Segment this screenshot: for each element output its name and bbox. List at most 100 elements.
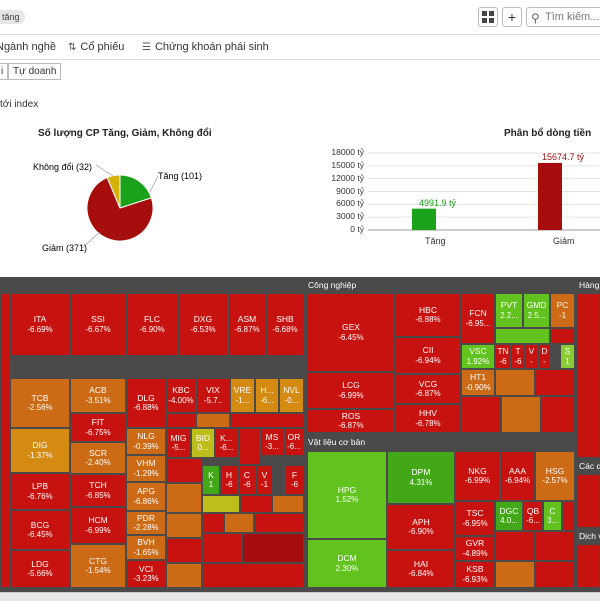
stock-tile[interactable]: DPM 4.31%	[387, 451, 455, 504]
tab-stocks[interactable]: ⇅ Cổ phiếu	[68, 41, 124, 53]
stock-tile[interactable]: PVT 2.2...	[495, 293, 523, 328]
stock-tile[interactable]: V -1	[256, 465, 273, 495]
stock-tile-small[interactable]	[242, 533, 304, 563]
stock-tile[interactable]: DGC 4.0...	[495, 501, 523, 531]
stock-tile[interactable]: LDG -5.66%	[10, 550, 70, 588]
stock-tile[interactable]: TSC -6.95%	[455, 501, 495, 536]
stock-tile[interactable]: C 3...	[543, 501, 562, 531]
stock-tile[interactable]: HSG -2.57%	[535, 451, 575, 501]
stock-tile[interactable]: NLG -0.39%	[126, 428, 166, 455]
stock-tile[interactable]: NVL -0...	[279, 378, 304, 413]
subtab-partial[interactable]: i	[0, 63, 8, 80]
stock-tile[interactable]: ACB -3.51%	[70, 378, 126, 413]
stock-tile[interactable]: APG -6.86%	[126, 482, 166, 511]
stock-tile-small[interactable]	[0, 293, 10, 588]
pie-slice-up[interactable]	[119, 174, 153, 209]
stock-tile-small[interactable]	[272, 495, 304, 513]
stock-tile[interactable]: MIG -5...	[166, 428, 191, 458]
stock-tile-small[interactable]	[202, 513, 224, 533]
stock-tile-small[interactable]	[495, 328, 550, 344]
stock-tile[interactable]: SHB -6.68%	[266, 293, 304, 356]
stock-tile[interactable]: ITA -6.69%	[10, 293, 70, 356]
stock-tile[interactable]: ASM -6.87%	[228, 293, 266, 356]
stock-tile-small[interactable]	[202, 563, 304, 588]
stock-tile-small[interactable]	[166, 563, 202, 588]
stock-tile[interactable]: FIT -6.75%	[70, 413, 126, 442]
stock-tile[interactable]: BVH -1.65%	[126, 535, 166, 560]
stock-tile[interactable]: HPG 1.52%	[307, 451, 387, 539]
stock-tile-small[interactable]	[562, 501, 575, 531]
stock-tile[interactable]: VCI -3.23%	[126, 560, 166, 588]
stock-tile[interactable]: BID 0...	[191, 428, 215, 458]
subtab-proprietary[interactable]: Tự doanh	[8, 63, 62, 80]
stock-tile-small[interactable]	[550, 328, 575, 344]
stock-tile[interactable]: DCM 2.30%	[307, 539, 387, 588]
stock-tile-small[interactable]	[166, 413, 196, 428]
stock-tile[interactable]: HHV -6.78%	[395, 404, 461, 433]
stock-tile-small[interactable]	[576, 474, 600, 528]
stock-tile[interactable]: H -6	[220, 465, 238, 495]
stock-tile[interactable]: DXG -6.53%	[178, 293, 228, 356]
stock-tile[interactable]: K... -6...	[215, 428, 238, 458]
stock-tile-small[interactable]	[501, 396, 541, 433]
stock-tile[interactable]: H... -6...	[255, 378, 279, 413]
pie-slice-down[interactable]	[86, 176, 154, 242]
stock-tile-small[interactable]	[166, 538, 202, 563]
stock-tile[interactable]: VHM -1.29%	[126, 455, 166, 482]
bar-down[interactable]	[538, 162, 562, 230]
stock-tile-small[interactable]	[202, 533, 242, 563]
bottom-scrollbar[interactable]	[0, 592, 600, 601]
stock-tile[interactable]: PDR -2.28%	[126, 511, 166, 535]
stock-tile-small[interactable]	[541, 396, 575, 433]
stock-tile-small[interactable]	[495, 531, 535, 561]
stock-tile[interactable]: VRE -1...	[230, 378, 255, 413]
stock-tile[interactable]: CTG -1.54%	[70, 544, 126, 588]
stock-tile-small[interactable]	[535, 369, 575, 396]
stock-tile-small[interactable]	[166, 483, 202, 513]
pie-slice-flat[interactable]	[106, 174, 121, 209]
stock-tile[interactable]: CII -6.94%	[395, 337, 461, 374]
bar-up[interactable]	[412, 208, 436, 230]
stock-tile-small[interactable]	[576, 293, 600, 458]
stock-tile-small[interactable]	[535, 531, 575, 561]
stock-tile[interactable]: KBC -4.00%	[166, 378, 196, 413]
stock-tile[interactable]: BCG -6.45%	[10, 510, 70, 550]
tab-derivatives[interactable]: ☰ Chứng khoán phái sinh	[142, 41, 269, 53]
stock-tile[interactable]: VCG -6.87%	[395, 374, 461, 404]
stock-tile-small[interactable]	[495, 369, 535, 396]
stock-tile[interactable]: APH -6.90%	[387, 504, 455, 550]
stock-tile-small[interactable]	[254, 513, 304, 533]
stock-tile-small[interactable]	[230, 413, 304, 428]
stock-tile[interactable]: T -6	[511, 344, 525, 369]
stock-tile[interactable]: FLC -6.90%	[126, 293, 178, 356]
stock-tile[interactable]: KSB -6.93%	[455, 561, 495, 588]
stock-tile-small[interactable]	[495, 561, 535, 588]
stock-tile[interactable]: HAI -6.84%	[387, 550, 455, 588]
stock-tile[interactable]: D-	[538, 344, 551, 369]
stock-tile-small[interactable]	[576, 544, 600, 588]
filter-badge[interactable]: tăng	[0, 10, 25, 24]
stock-tile[interactable]: DLG -6.88%	[126, 378, 166, 428]
stock-tile[interactable]: HT1 -0.90%	[461, 369, 495, 396]
stock-tile-small[interactable]	[461, 396, 501, 433]
stock-tile-small[interactable]	[202, 495, 240, 513]
stock-tile-small[interactable]	[166, 513, 202, 538]
stock-tile-small[interactable]	[224, 513, 254, 533]
stock-tile[interactable]: TCB -2.56%	[10, 378, 70, 428]
stock-tile[interactable]: ROS -6.87%	[307, 409, 395, 433]
stock-tile-small[interactable]	[240, 495, 272, 513]
stock-tile[interactable]: SCR -2.40%	[70, 442, 126, 474]
stock-tile[interactable]: GVR -4.89%	[455, 536, 495, 561]
stock-tile[interactable]: GEX -6.45%	[307, 293, 395, 372]
stock-tile[interactable]: LPB -6.76%	[10, 473, 70, 510]
stock-tile[interactable]: FCN -6.95...	[461, 293, 495, 344]
search-input[interactable]: ⚲ Tìm kiếm...	[526, 7, 600, 27]
stock-tile[interactable]: F -6	[285, 465, 304, 495]
stock-tile-small[interactable]	[535, 561, 575, 588]
stock-tile[interactable]: PC -1	[550, 293, 575, 328]
stock-tile-small[interactable]	[238, 428, 260, 465]
stock-tile[interactable]: VSC 1.92%	[461, 344, 495, 369]
stock-tile[interactable]: TN -6	[495, 344, 511, 369]
